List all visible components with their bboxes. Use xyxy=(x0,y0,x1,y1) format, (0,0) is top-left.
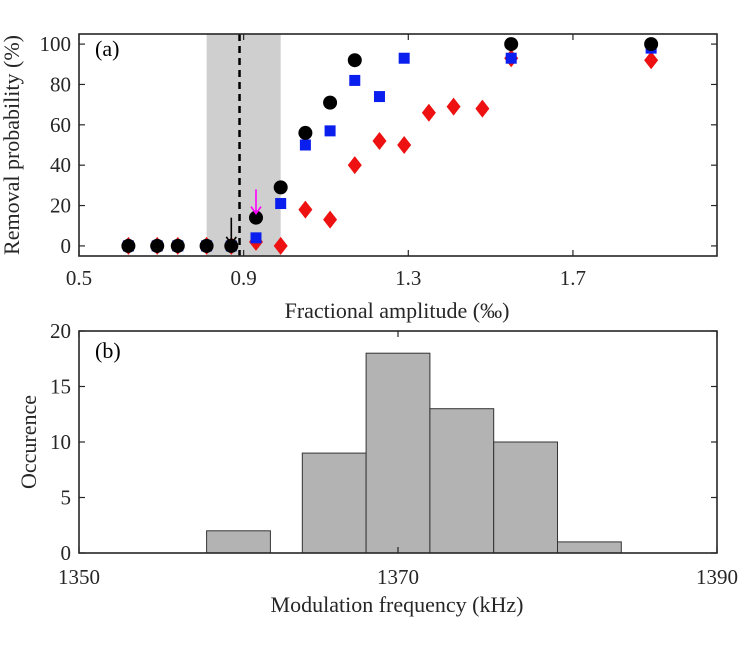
data-point-red-diamond xyxy=(397,136,412,154)
y-tick-label: 0 xyxy=(61,234,72,258)
arrow-annotation xyxy=(250,189,262,215)
x-tick-label: 0.9 xyxy=(231,266,257,290)
data-point-black-circle xyxy=(323,95,338,110)
x-tick-label: 1350 xyxy=(58,565,100,589)
x-tick-label: 0.5 xyxy=(66,266,92,290)
data-point-blue-square xyxy=(275,198,287,210)
y-tick-label: 20 xyxy=(50,194,71,218)
panel-a-y-axis-title: Removal probability (%) xyxy=(0,35,24,255)
data-point-red-diamond xyxy=(347,156,362,175)
data-point-red-diamond xyxy=(475,99,490,118)
panel-b-data xyxy=(206,352,622,554)
data-point-red-diamond xyxy=(273,236,288,255)
panel-b-label: (b) xyxy=(95,338,121,363)
panel-b-axes: 1350 1370 1390 0 5 10 15 20 xyxy=(50,319,738,589)
data-point-blue-square xyxy=(373,91,385,103)
data-point-black-circle xyxy=(170,238,185,253)
y-tick-label: 20 xyxy=(50,319,71,343)
panel-b-y-axis-title: Occurence xyxy=(16,395,41,489)
data-point-blue-square xyxy=(250,232,262,244)
data-point-red-diamond xyxy=(644,51,659,70)
x-tick-label: 1370 xyxy=(377,565,419,589)
data-point-black-circle xyxy=(199,238,214,253)
arrow-annotation xyxy=(225,217,237,246)
histogram-bar xyxy=(429,408,495,554)
data-point-red-diamond xyxy=(421,103,436,122)
data-point-black-circle xyxy=(273,180,288,195)
panel-a-background xyxy=(206,34,281,256)
histogram-bar xyxy=(206,530,271,554)
data-point-black-circle xyxy=(224,238,239,253)
panel-a-axes: 0.5 0.9 1.3 1.7 0 20 40 60 80 100 xyxy=(40,32,718,290)
x-tick-label: 1390 xyxy=(696,565,738,589)
data-point-red-diamond xyxy=(372,131,387,150)
shaded-region xyxy=(206,34,281,256)
data-point-black-circle xyxy=(248,210,263,225)
y-tick-label: 10 xyxy=(50,430,71,454)
data-point-black-circle xyxy=(150,238,165,253)
data-point-black-circle xyxy=(504,37,519,52)
data-point-black-circle xyxy=(121,238,136,253)
histogram-bar xyxy=(301,452,367,554)
y-tick-label: 15 xyxy=(50,375,71,399)
panel-a-axes-box xyxy=(78,33,718,257)
x-tick-label: 1.7 xyxy=(560,266,586,290)
data-point-black-circle xyxy=(644,37,659,52)
data-point-blue-square xyxy=(349,74,361,86)
series-black-circle xyxy=(121,37,659,253)
panel-a-data xyxy=(121,37,659,255)
y-tick-label: 5 xyxy=(61,486,72,510)
data-point-blue-square xyxy=(398,52,410,64)
panel-b-x-axis-title: Modulation frequency (kHz) xyxy=(271,592,524,617)
panel-a: 0.5 0.9 1.3 1.7 0 20 40 60 80 100 (a) Fractional … xyxy=(0,32,718,323)
y-tick-label: 100 xyxy=(40,32,72,56)
arrow-head xyxy=(225,236,237,246)
panel-a-label: (a) xyxy=(95,36,119,61)
y-tick-label: 0 xyxy=(61,541,72,565)
data-point-red-diamond xyxy=(446,97,461,116)
data-point-blue-square xyxy=(299,139,311,151)
y-tick-label: 60 xyxy=(50,113,71,137)
series-blue-square xyxy=(122,42,657,252)
histogram-bar xyxy=(557,541,622,554)
panel-b: 1350 1370 1390 0 5 10 15 20 (b) Modulation freq… xyxy=(16,319,738,617)
panel-a-x-axis-title: Fractional amplitude (‰) xyxy=(285,298,510,323)
data-point-blue-square xyxy=(505,52,517,64)
data-point-black-circle xyxy=(347,53,362,68)
y-tick-label: 40 xyxy=(50,153,71,177)
y-tick-label: 80 xyxy=(50,72,71,96)
histogram-bar xyxy=(493,441,559,554)
x-tick-label: 1.3 xyxy=(395,266,421,290)
arrow-head xyxy=(250,206,262,215)
data-point-blue-square xyxy=(324,125,336,137)
data-point-red-diamond xyxy=(323,210,338,229)
series-red-diamond xyxy=(121,49,659,255)
data-point-black-circle xyxy=(298,125,313,140)
data-point-red-diamond xyxy=(298,200,313,219)
histogram-bar xyxy=(365,352,431,554)
